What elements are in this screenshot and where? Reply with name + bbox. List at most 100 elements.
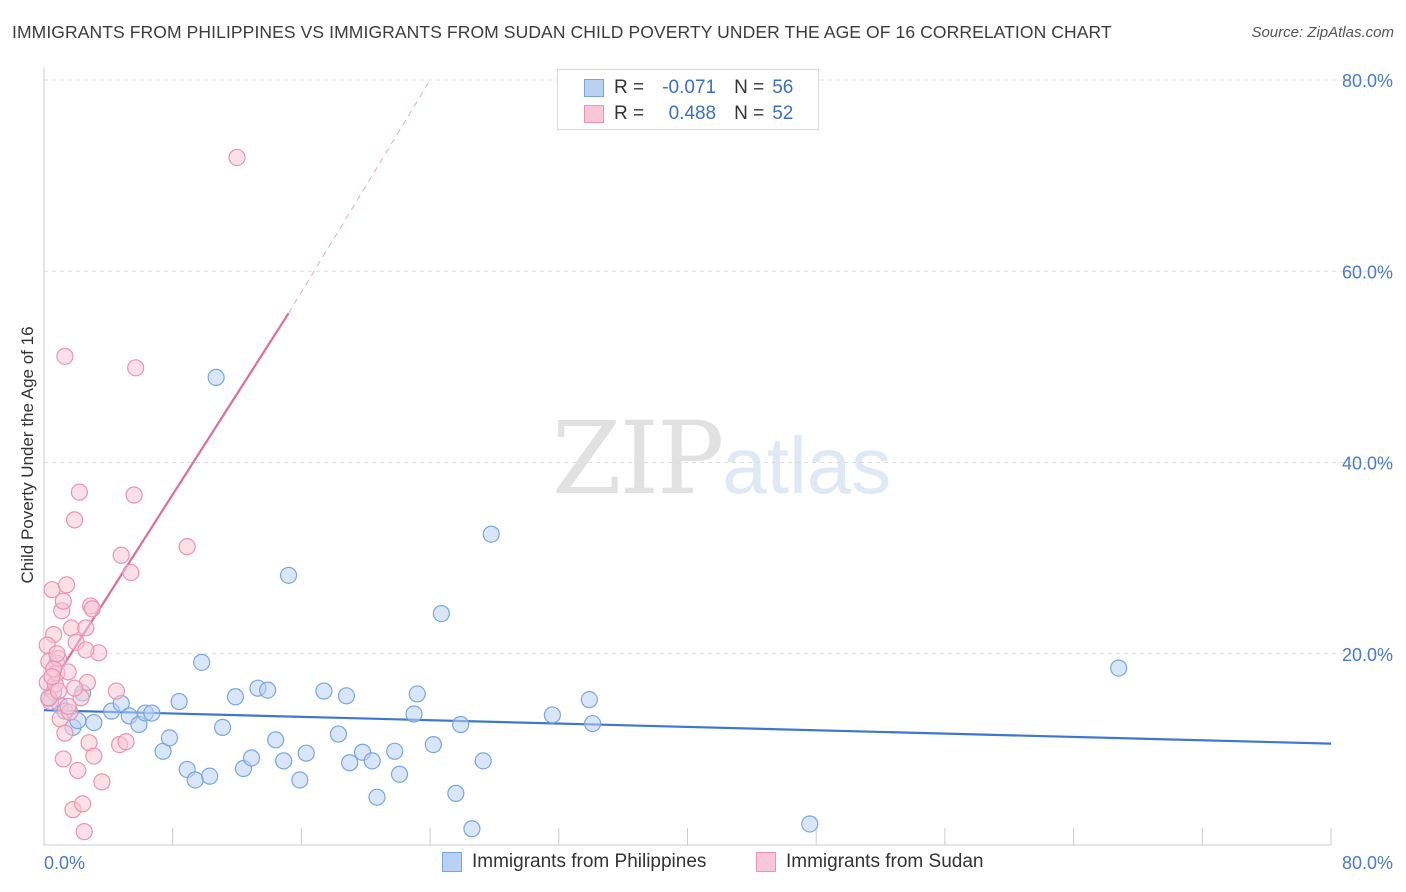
source-label: Source: ZipAtlas.com xyxy=(1251,24,1394,41)
sudan-point xyxy=(57,576,76,594)
philippines-point xyxy=(226,688,245,706)
y-tick-label: 40.0% xyxy=(1342,454,1393,474)
sudan-point xyxy=(54,750,72,768)
sudan-point xyxy=(56,724,74,742)
sudan-legend-label: Immigrants from Sudan xyxy=(786,851,984,872)
philippines-point xyxy=(193,653,211,671)
sudan-point xyxy=(75,823,93,841)
tick-labels: 20.0% 40.0% 60.0% 80.0% 0.0% 80.0% xyxy=(44,71,1393,873)
philippines-point xyxy=(291,771,309,789)
sudan-trend-extension xyxy=(288,79,431,314)
philippines-swatch xyxy=(584,79,604,97)
sudan-point xyxy=(62,619,80,637)
sudan-point xyxy=(107,682,125,700)
r-value: 0.488 xyxy=(668,103,717,124)
r-label: R = xyxy=(614,77,645,98)
philippines-point xyxy=(170,692,188,711)
sudan-point xyxy=(43,668,61,686)
philippines-point xyxy=(801,815,819,833)
legend-row-sudan: R = 0.488 N = 52 xyxy=(584,102,793,126)
sudan-point xyxy=(125,486,143,504)
sudan-point xyxy=(74,795,92,813)
philippines-legend-label: Immigrants from Philippines xyxy=(472,851,707,872)
philippines-trend-line xyxy=(43,709,1332,745)
philippines-point xyxy=(279,566,298,584)
philippines-point xyxy=(1110,659,1128,677)
philippines-point xyxy=(341,754,359,772)
bottom-legend-sudan: Immigrants from Sudan xyxy=(756,851,983,873)
philippines-point xyxy=(405,705,423,723)
sudan-point xyxy=(49,682,68,700)
philippines-point xyxy=(242,749,261,767)
philippines-point xyxy=(329,725,348,743)
sudan-point xyxy=(178,538,196,556)
philippines-point xyxy=(447,784,465,802)
sudan-point xyxy=(85,747,103,765)
sudan-point xyxy=(69,761,87,780)
sudan-point xyxy=(65,511,84,529)
correlation-legend: R = -0.071 N = 56 R = 0.488 N = 52 xyxy=(557,69,819,130)
n-label: N = xyxy=(734,103,765,124)
x-tick-label-max: 80.0% xyxy=(1342,853,1393,873)
bottom-legend-philippines: Immigrants from Philippines xyxy=(442,851,706,873)
sudan-point xyxy=(117,733,135,751)
sudan-legend-swatch xyxy=(756,852,776,872)
r-label: R = xyxy=(614,103,645,124)
sudan-point xyxy=(70,483,88,501)
philippines-point xyxy=(452,715,470,734)
trend-lines xyxy=(43,79,1332,745)
philippines-point xyxy=(160,729,179,747)
sudan-point xyxy=(83,600,101,618)
y-tick-label: 60.0% xyxy=(1342,262,1393,282)
philippines-point xyxy=(482,525,500,543)
philippines-point xyxy=(583,714,602,733)
philippines-point xyxy=(186,771,204,789)
sudan-swatch xyxy=(584,105,604,123)
x-tick-label-min: 0.0% xyxy=(44,853,85,873)
philippines-point xyxy=(337,687,356,705)
philippines-legend-swatch xyxy=(442,852,462,872)
chart-title: IMMIGRANTS FROM PHILIPPINES VS IMMIGRANT… xyxy=(12,22,1112,42)
sudan-point xyxy=(127,359,145,377)
sudan-point xyxy=(228,148,246,167)
philippines-point xyxy=(363,752,381,770)
sudan-point xyxy=(48,645,66,663)
sudan-point xyxy=(77,641,95,659)
philippines-point xyxy=(580,691,598,709)
sudan-point xyxy=(112,546,130,564)
y-tick-label: 20.0% xyxy=(1342,645,1393,665)
sudan-point xyxy=(56,347,74,365)
n-value: 52 xyxy=(772,103,794,124)
sudan-point xyxy=(77,619,95,637)
philippines-point xyxy=(267,731,285,749)
philippines-point xyxy=(543,706,561,724)
philippines-point xyxy=(368,788,386,806)
n-value: 56 xyxy=(772,77,794,98)
data-points xyxy=(38,148,1128,841)
sudan-point xyxy=(122,563,140,582)
philippines-point xyxy=(213,718,232,736)
philippines-point xyxy=(143,704,161,722)
n-label: N = xyxy=(734,77,765,98)
sudan-point xyxy=(59,663,77,681)
axes xyxy=(43,68,1332,846)
philippines-point xyxy=(85,713,103,732)
sudan-point xyxy=(65,679,84,697)
r-value: -0.071 xyxy=(662,77,717,98)
sudan-point xyxy=(93,773,111,791)
y-tick-label: 80.0% xyxy=(1342,71,1393,91)
philippines-point xyxy=(275,752,293,770)
sudan-point xyxy=(54,592,72,610)
philippines-point xyxy=(424,735,442,754)
philippines-point xyxy=(207,368,225,386)
philippines-point xyxy=(297,744,315,762)
philippines-point xyxy=(259,681,277,699)
philippines-point xyxy=(201,767,219,785)
philippines-point xyxy=(432,604,450,623)
philippines-point xyxy=(390,765,409,783)
philippines-point xyxy=(463,820,481,838)
gridlines xyxy=(44,79,1392,655)
philippines-point xyxy=(315,682,333,700)
philippines-point xyxy=(386,742,404,760)
